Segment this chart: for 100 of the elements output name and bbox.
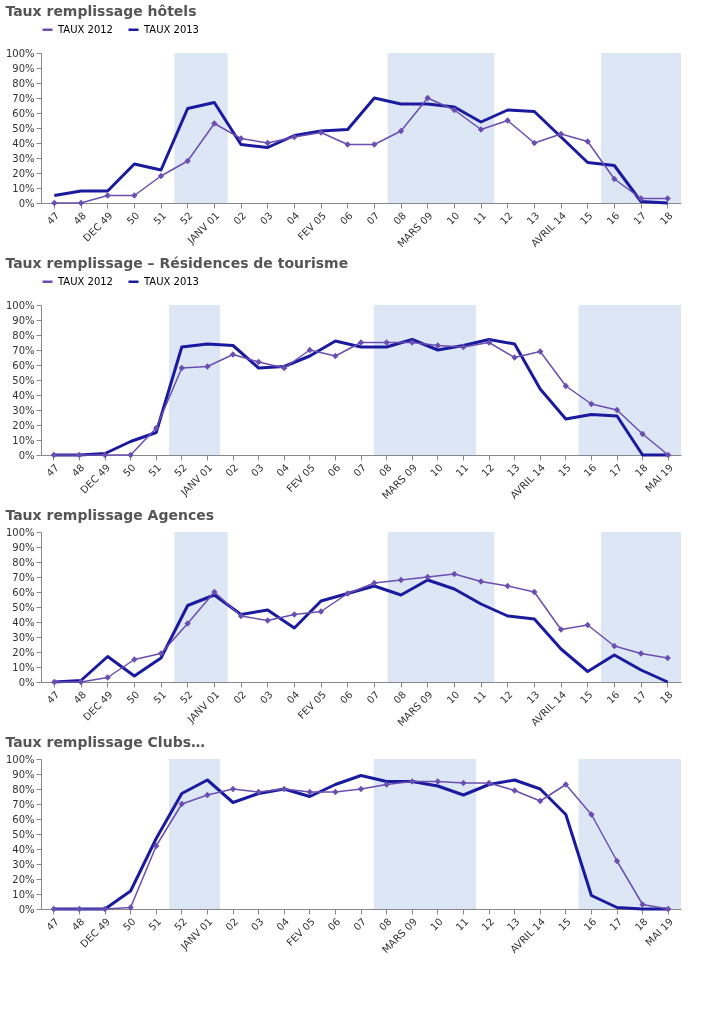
- x-tick-label: 02: [223, 461, 241, 479]
- x-tick-label: 06: [337, 688, 355, 706]
- y-tick-label: 40%: [12, 137, 35, 149]
- x-tick-label: 07: [351, 915, 369, 933]
- y-tick-label: 100%: [5, 299, 35, 311]
- x-tick-label: 17: [631, 688, 649, 706]
- x-tick-label: 18: [657, 209, 675, 227]
- y-tick-label: 40%: [12, 843, 35, 855]
- y-tick-label: 30%: [12, 858, 35, 870]
- y-tick-label: 20%: [12, 873, 35, 885]
- y-tick-label: 70%: [12, 798, 35, 810]
- y-tick-label: 10%: [12, 434, 35, 446]
- x-tick-label: 13: [504, 461, 522, 479]
- x-tick-label: 48: [69, 461, 87, 479]
- x-tick-label: 48: [71, 209, 89, 227]
- y-tick-label: 80%: [12, 77, 35, 89]
- x-tick-label: 13: [504, 915, 522, 933]
- x-tick-label: 15: [577, 209, 595, 227]
- x-tick-label: 13: [524, 688, 542, 706]
- y-tick-label: 30%: [12, 404, 35, 416]
- x-tick-label: 18: [657, 688, 675, 706]
- y-tick-label: 20%: [12, 419, 35, 431]
- x-tick-label: 50: [124, 209, 142, 227]
- x-tick-label: 07: [364, 688, 382, 706]
- point: [127, 904, 134, 911]
- x-tick-label: 04: [284, 688, 302, 706]
- x-tick-label: 47: [44, 688, 62, 706]
- x-tick-label: 17: [607, 915, 625, 933]
- x-tick-label: 02: [231, 688, 249, 706]
- x-tick-label: 06: [325, 915, 343, 933]
- x-tick-label: 15: [556, 915, 573, 933]
- y-tick-label: 90%: [12, 541, 35, 553]
- x-tick-label: 10: [444, 688, 462, 706]
- x-tick-label: 18: [632, 461, 650, 479]
- x-tick-label: 17: [631, 209, 649, 227]
- y-tick-label: 80%: [12, 329, 35, 341]
- x-tick-label: 03: [257, 209, 275, 227]
- y-tick-label: 50%: [12, 374, 35, 386]
- x-tick-label: 08: [391, 688, 409, 706]
- y-tick-label: 20%: [12, 646, 35, 658]
- x-tick-label: 08: [376, 461, 394, 479]
- y-tick-label: 10%: [12, 182, 35, 194]
- x-tick-label: 51: [146, 915, 164, 933]
- y-tick-label: 50%: [12, 601, 35, 613]
- x-tick-label: 07: [364, 209, 382, 227]
- x-tick-label: 47: [44, 915, 61, 933]
- x-tick-label: 11: [471, 688, 489, 706]
- y-tick-label: 40%: [12, 616, 35, 628]
- y-tick-label: 0%: [18, 197, 35, 209]
- x-tick-label: 47: [44, 209, 62, 227]
- x-tick-label: 48: [69, 915, 87, 933]
- x-tick-label: 03: [257, 688, 275, 706]
- x-tick-label: 18: [632, 915, 650, 933]
- y-tick-label: 80%: [12, 783, 35, 795]
- x-tick-label: 04: [274, 915, 292, 933]
- chart-title: Taux remplissage Agences: [5, 507, 215, 523]
- x-tick-label: 51: [151, 209, 169, 227]
- x-tick-label: 50: [120, 915, 138, 933]
- y-tick-label: 0%: [18, 676, 35, 688]
- x-tick-label: 16: [581, 915, 599, 933]
- x-tick-label: 07: [351, 461, 369, 479]
- x-tick-label: 51: [146, 461, 164, 479]
- legend-label: TAUX 2013: [143, 23, 199, 35]
- y-tick-label: 30%: [12, 631, 35, 643]
- y-tick-label: 60%: [12, 107, 35, 119]
- x-tick-label: 06: [337, 209, 355, 227]
- x-tick-label: 08: [376, 915, 394, 933]
- y-tick-label: 0%: [18, 449, 35, 461]
- x-tick-label: 12: [479, 461, 497, 479]
- x-tick-label: 16: [581, 461, 599, 479]
- y-tick-label: 100%: [5, 47, 35, 59]
- x-tick-label: 10: [428, 915, 445, 933]
- x-tick-label: 12: [497, 688, 515, 706]
- x-tick-label: 11: [471, 209, 489, 227]
- x-tick-label: 11: [453, 461, 471, 479]
- y-tick-label: 70%: [12, 344, 35, 356]
- x-tick-label: 48: [71, 688, 89, 706]
- x-tick-label: 15: [556, 461, 573, 479]
- y-tick-label: 90%: [12, 768, 35, 780]
- y-tick-label: 50%: [12, 122, 35, 134]
- chart-title: Taux remplissage hôtels: [5, 3, 197, 19]
- y-tick-label: 80%: [12, 556, 35, 568]
- x-tick-label: 12: [497, 209, 515, 227]
- x-tick-label: 10: [428, 461, 445, 479]
- x-tick-label: 51: [151, 688, 169, 706]
- y-tick-label: 100%: [5, 526, 35, 538]
- point: [383, 339, 390, 346]
- x-tick-label: 02: [223, 915, 241, 933]
- x-tick-label: 02: [231, 209, 249, 227]
- y-tick-label: 30%: [12, 152, 35, 164]
- legend-label: TAUX 2012: [57, 275, 113, 287]
- chart-title: Taux remplissage – Résidences de tourisme: [5, 255, 349, 271]
- x-tick-label: 12: [479, 915, 497, 933]
- legend-label: TAUX 2012: [57, 23, 113, 35]
- x-tick-label: 10: [444, 209, 462, 227]
- y-tick-label: 50%: [12, 828, 35, 840]
- chart-title: Taux remplissage Clubs…: [5, 734, 205, 750]
- x-tick-label: 50: [120, 461, 138, 479]
- point: [664, 195, 671, 202]
- y-tick-label: 100%: [5, 753, 35, 765]
